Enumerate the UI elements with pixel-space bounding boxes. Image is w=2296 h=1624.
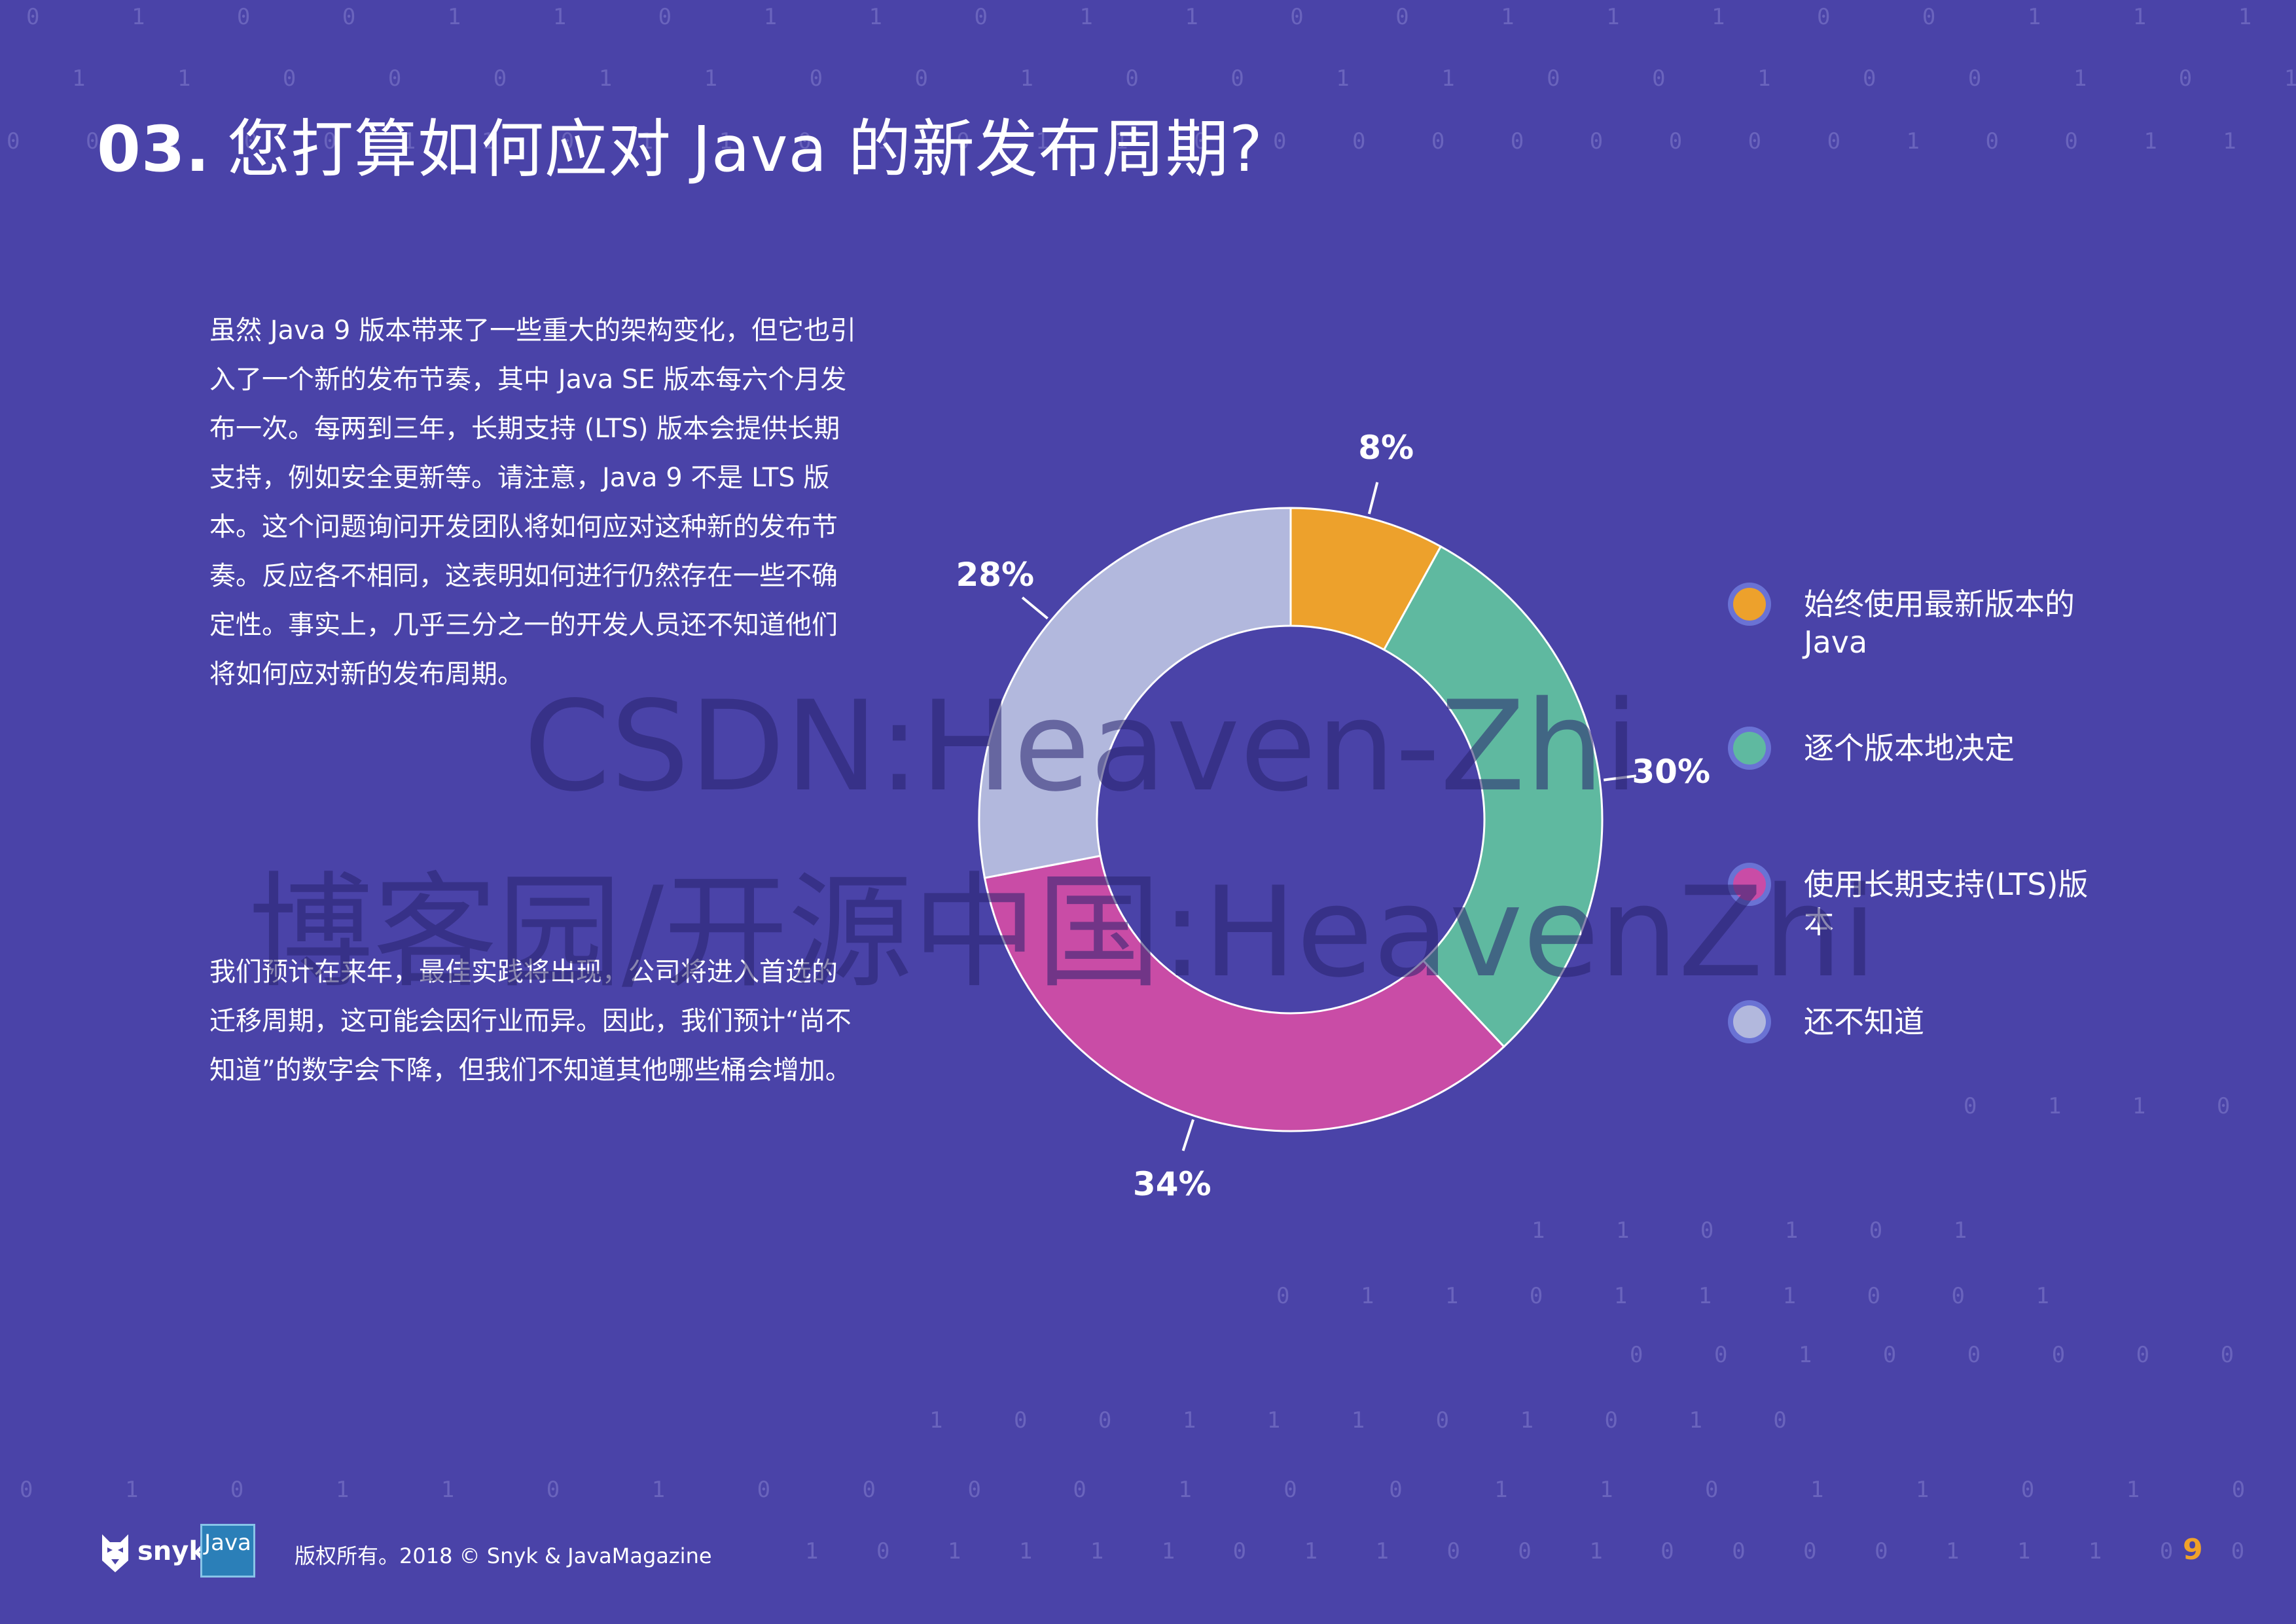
donut-slice xyxy=(983,854,1505,1132)
binary-decoration-row: 1 0 0 1 1 1 0 1 0 1 0 xyxy=(929,1407,1816,1434)
java-logo-text: Java xyxy=(204,1530,251,1556)
copyright-text: 版权所有。2018 © Snyk & JavaMagazine xyxy=(295,1543,712,1568)
legend-item: 逐个版本地决定 xyxy=(1728,727,2225,770)
legend-swatch xyxy=(1728,727,1771,770)
legend-item: 还不知道 xyxy=(1728,1000,2225,1043)
legend-swatch xyxy=(1728,1000,1771,1043)
binary-decoration-row: 0 1 1 0 1 1 xyxy=(1964,1093,2296,1119)
question-number: 03. xyxy=(97,113,211,186)
outlook-paragraph: 我们预计在来年，最佳实践将出现，公司将进入首选的迁移周期，这可能会因行业而异。因… xyxy=(209,957,852,1085)
binary-decoration-row: 0 1 1 0 1 1 1 0 0 1 xyxy=(1276,1283,2078,1309)
question-text: 您打算如何应对 Java 的新发布周期? xyxy=(227,113,1263,186)
legend-item: 始终使用最新版本的 Java xyxy=(1728,583,2225,661)
binary-decoration-row: 0 1 0 0 1 1 0 1 1 0 1 1 0 0 1 1 1 0 0 1 … xyxy=(26,4,2296,30)
binary-decoration-row: 0 1 0 1 1 0 1 0 0 0 0 1 0 0 1 1 0 1 1 0 … xyxy=(20,1477,2296,1503)
legend-label: 逐个版本地决定 xyxy=(1804,731,2015,766)
page-number: 9 xyxy=(2183,1533,2203,1566)
binary-decoration-row: 1 0 1 1 1 1 0 1 1 0 0 1 0 0 0 0 1 1 1 0 … xyxy=(805,1538,2296,1564)
donut-slice xyxy=(978,507,1292,879)
binary-decoration-row: 1 1 0 0 0 1 1 0 0 1 0 0 1 1 0 0 1 0 0 1 … xyxy=(72,65,2296,92)
legend-label: 始终使用最新版本的 Java xyxy=(1804,586,2075,660)
legend-item: 使用长期支持(LTS)版本 xyxy=(1728,863,2225,941)
page-title: 03. 您打算如何应对 Java 的新发布周期? xyxy=(97,98,1263,189)
slice-percent-label: 28% xyxy=(956,556,1035,594)
slice-percent-label: 30% xyxy=(1632,752,1711,791)
legend-label: 使用长期支持(LTS)版本 xyxy=(1804,867,2089,940)
legend-color-dot xyxy=(1733,588,1766,621)
slice-percent-label: 8% xyxy=(1358,429,1414,467)
slice-leader-line xyxy=(1367,482,1379,514)
snyk-logo-text: snyk xyxy=(137,1536,206,1566)
slice-leader-line xyxy=(1603,774,1637,782)
binary-decoration-row: 0 0 1 0 0 0 0 0 0 1 1 0 xyxy=(1630,1342,2296,1368)
slice-leader-line xyxy=(1021,596,1049,620)
legend-color-dot xyxy=(1733,1005,1766,1038)
legend-swatch xyxy=(1728,583,1771,626)
donut-slice xyxy=(1382,545,1604,1049)
snyk-logo: snyk xyxy=(98,1528,206,1575)
slice-leader-line xyxy=(1181,1119,1194,1151)
binary-decoration-row: 1 1 0 1 0 1 xyxy=(1532,1218,1996,1244)
intro-paragraph: 虽然 Java 9 版本带来了一些重大的架构变化，但它也引入了一个新的发布节奏，… xyxy=(209,316,857,689)
page-footer: snyk Java 版权所有。2018 © Snyk & JavaMagazin… xyxy=(0,1519,2296,1584)
legend-swatch xyxy=(1728,863,1771,906)
binary-decoration-row: 0 0 1 0 0 1 1 0 1 1 0 1 0 1 1 0 0 0 0 0 … xyxy=(7,128,2296,154)
java-magazine-logo: Java xyxy=(200,1524,255,1578)
legend-color-dot xyxy=(1733,868,1766,901)
snyk-dog-icon xyxy=(102,1534,128,1572)
legend-color-dot xyxy=(1733,732,1766,765)
legend-label: 还不知道 xyxy=(1804,1004,1924,1039)
slice-percent-label: 34% xyxy=(1132,1165,1211,1204)
